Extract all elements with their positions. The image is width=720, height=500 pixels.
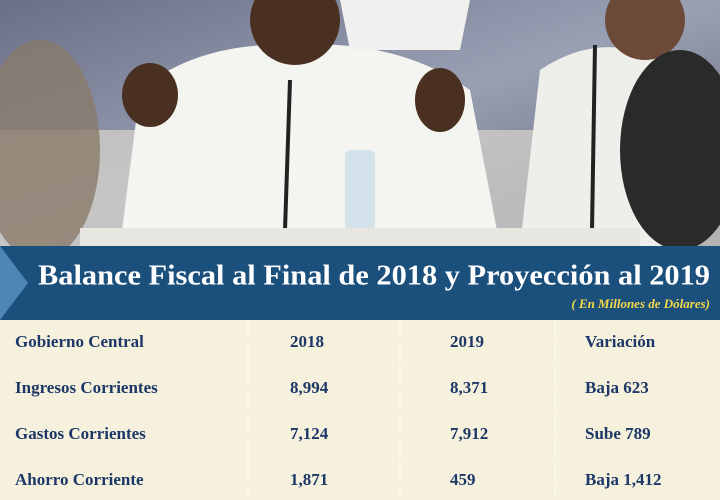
cell: Gastos Corrientes	[15, 424, 146, 443]
cell: 7,124	[290, 424, 329, 443]
column-header: Variación	[585, 332, 656, 351]
cell: Ingresos Corrientes	[15, 378, 158, 397]
table: Gobierno Central 2018 2019 Variación Ingreso…	[0, 320, 720, 500]
cell: Sube 789	[585, 424, 651, 443]
cell: 459	[450, 470, 476, 489]
cell: 1,871	[290, 470, 328, 489]
subtitle: ( En Millones de Dólares)	[571, 296, 710, 311]
column-header: 2018	[290, 332, 324, 351]
cell: 7,912	[450, 424, 488, 443]
cell: 8,994	[290, 378, 329, 397]
column-header: 2019	[450, 332, 484, 351]
title-band: Balance Fiscal al Final de 2018 y Proyec…	[0, 246, 720, 320]
cell: Baja 623	[585, 378, 649, 397]
column-header: Gobierno Central	[15, 332, 144, 351]
cell: 8,371	[450, 378, 488, 397]
photo	[0, 0, 720, 260]
cell: Ahorro Corriente	[15, 470, 144, 489]
title: Balance Fiscal al Final de 2018 y Proyec…	[38, 260, 710, 291]
cell: Baja 1,412	[585, 470, 662, 489]
